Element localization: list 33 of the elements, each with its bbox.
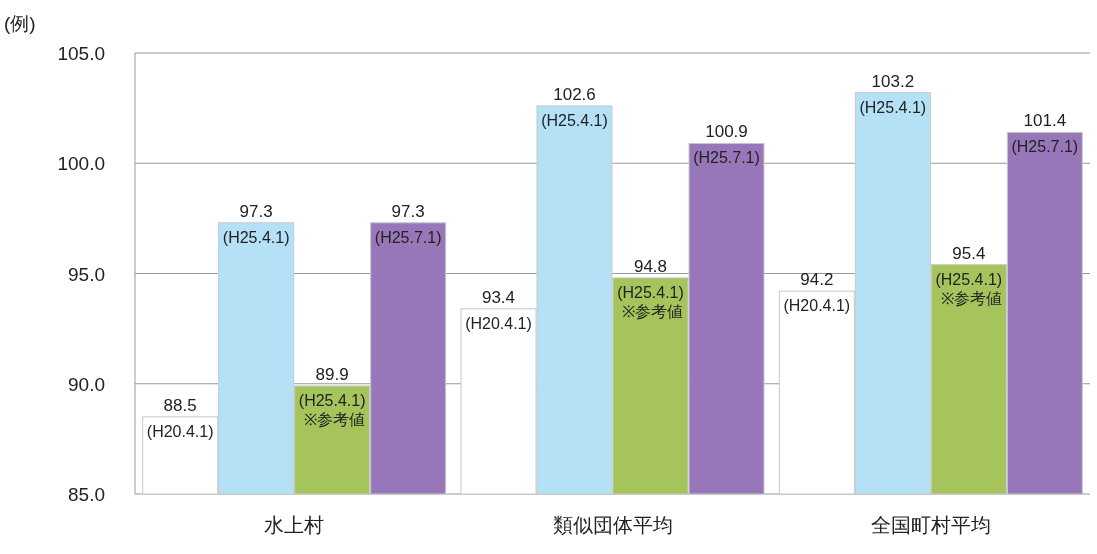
y-tick-label: 90.0 (68, 373, 105, 395)
text: (H25.7.1) (374, 228, 442, 246)
series-label: (H25.4.1) ※参考値 (298, 391, 366, 428)
x-tick-label: 類似団体平均 (552, 514, 673, 536)
y-tick-label: 105.0 (57, 43, 105, 64)
text: (H25.7.1) (693, 149, 760, 167)
data-label: 89.9 (315, 364, 349, 384)
data-label: 102.6 (553, 84, 596, 104)
data-label: 101.4 (1023, 111, 1067, 131)
series-label: (H25.7.1) (1011, 138, 1079, 156)
data-label: 88.5 (163, 395, 197, 415)
data-label: 95.4 (952, 243, 986, 263)
data-label: 93.4 (481, 287, 516, 307)
y-tick-label: 100.0 (57, 153, 105, 175)
data-label: 97.3 (391, 201, 425, 221)
text: (H25.4.1) ※参考値 (935, 270, 1003, 307)
x-tick-label: 水上村 (264, 514, 325, 536)
y-tick-label: 85.0 (68, 484, 105, 505)
text: (H20.4.1) (465, 314, 532, 332)
series-label: (H20.4.1) (146, 422, 214, 440)
text: (H25.4.1) ※参考値 (617, 283, 684, 320)
data-label: 103.2 (871, 71, 915, 91)
y-tick-label: 95.0 (68, 263, 105, 285)
data-label: 94.2 (800, 270, 834, 290)
data-label: 100.9 (705, 122, 748, 142)
text: (H25.4.1) (859, 98, 927, 116)
x-tick-label: 全国町村平均 (870, 514, 991, 536)
y-axis-title: (例) (4, 13, 36, 34)
series-label: (H25.4.1) (541, 111, 608, 129)
text: (H25.4.1) (222, 228, 290, 246)
data-label: 97.3 (239, 201, 273, 221)
text: (H20.4.1) (783, 297, 851, 315)
data-label: 94.8 (633, 256, 668, 276)
